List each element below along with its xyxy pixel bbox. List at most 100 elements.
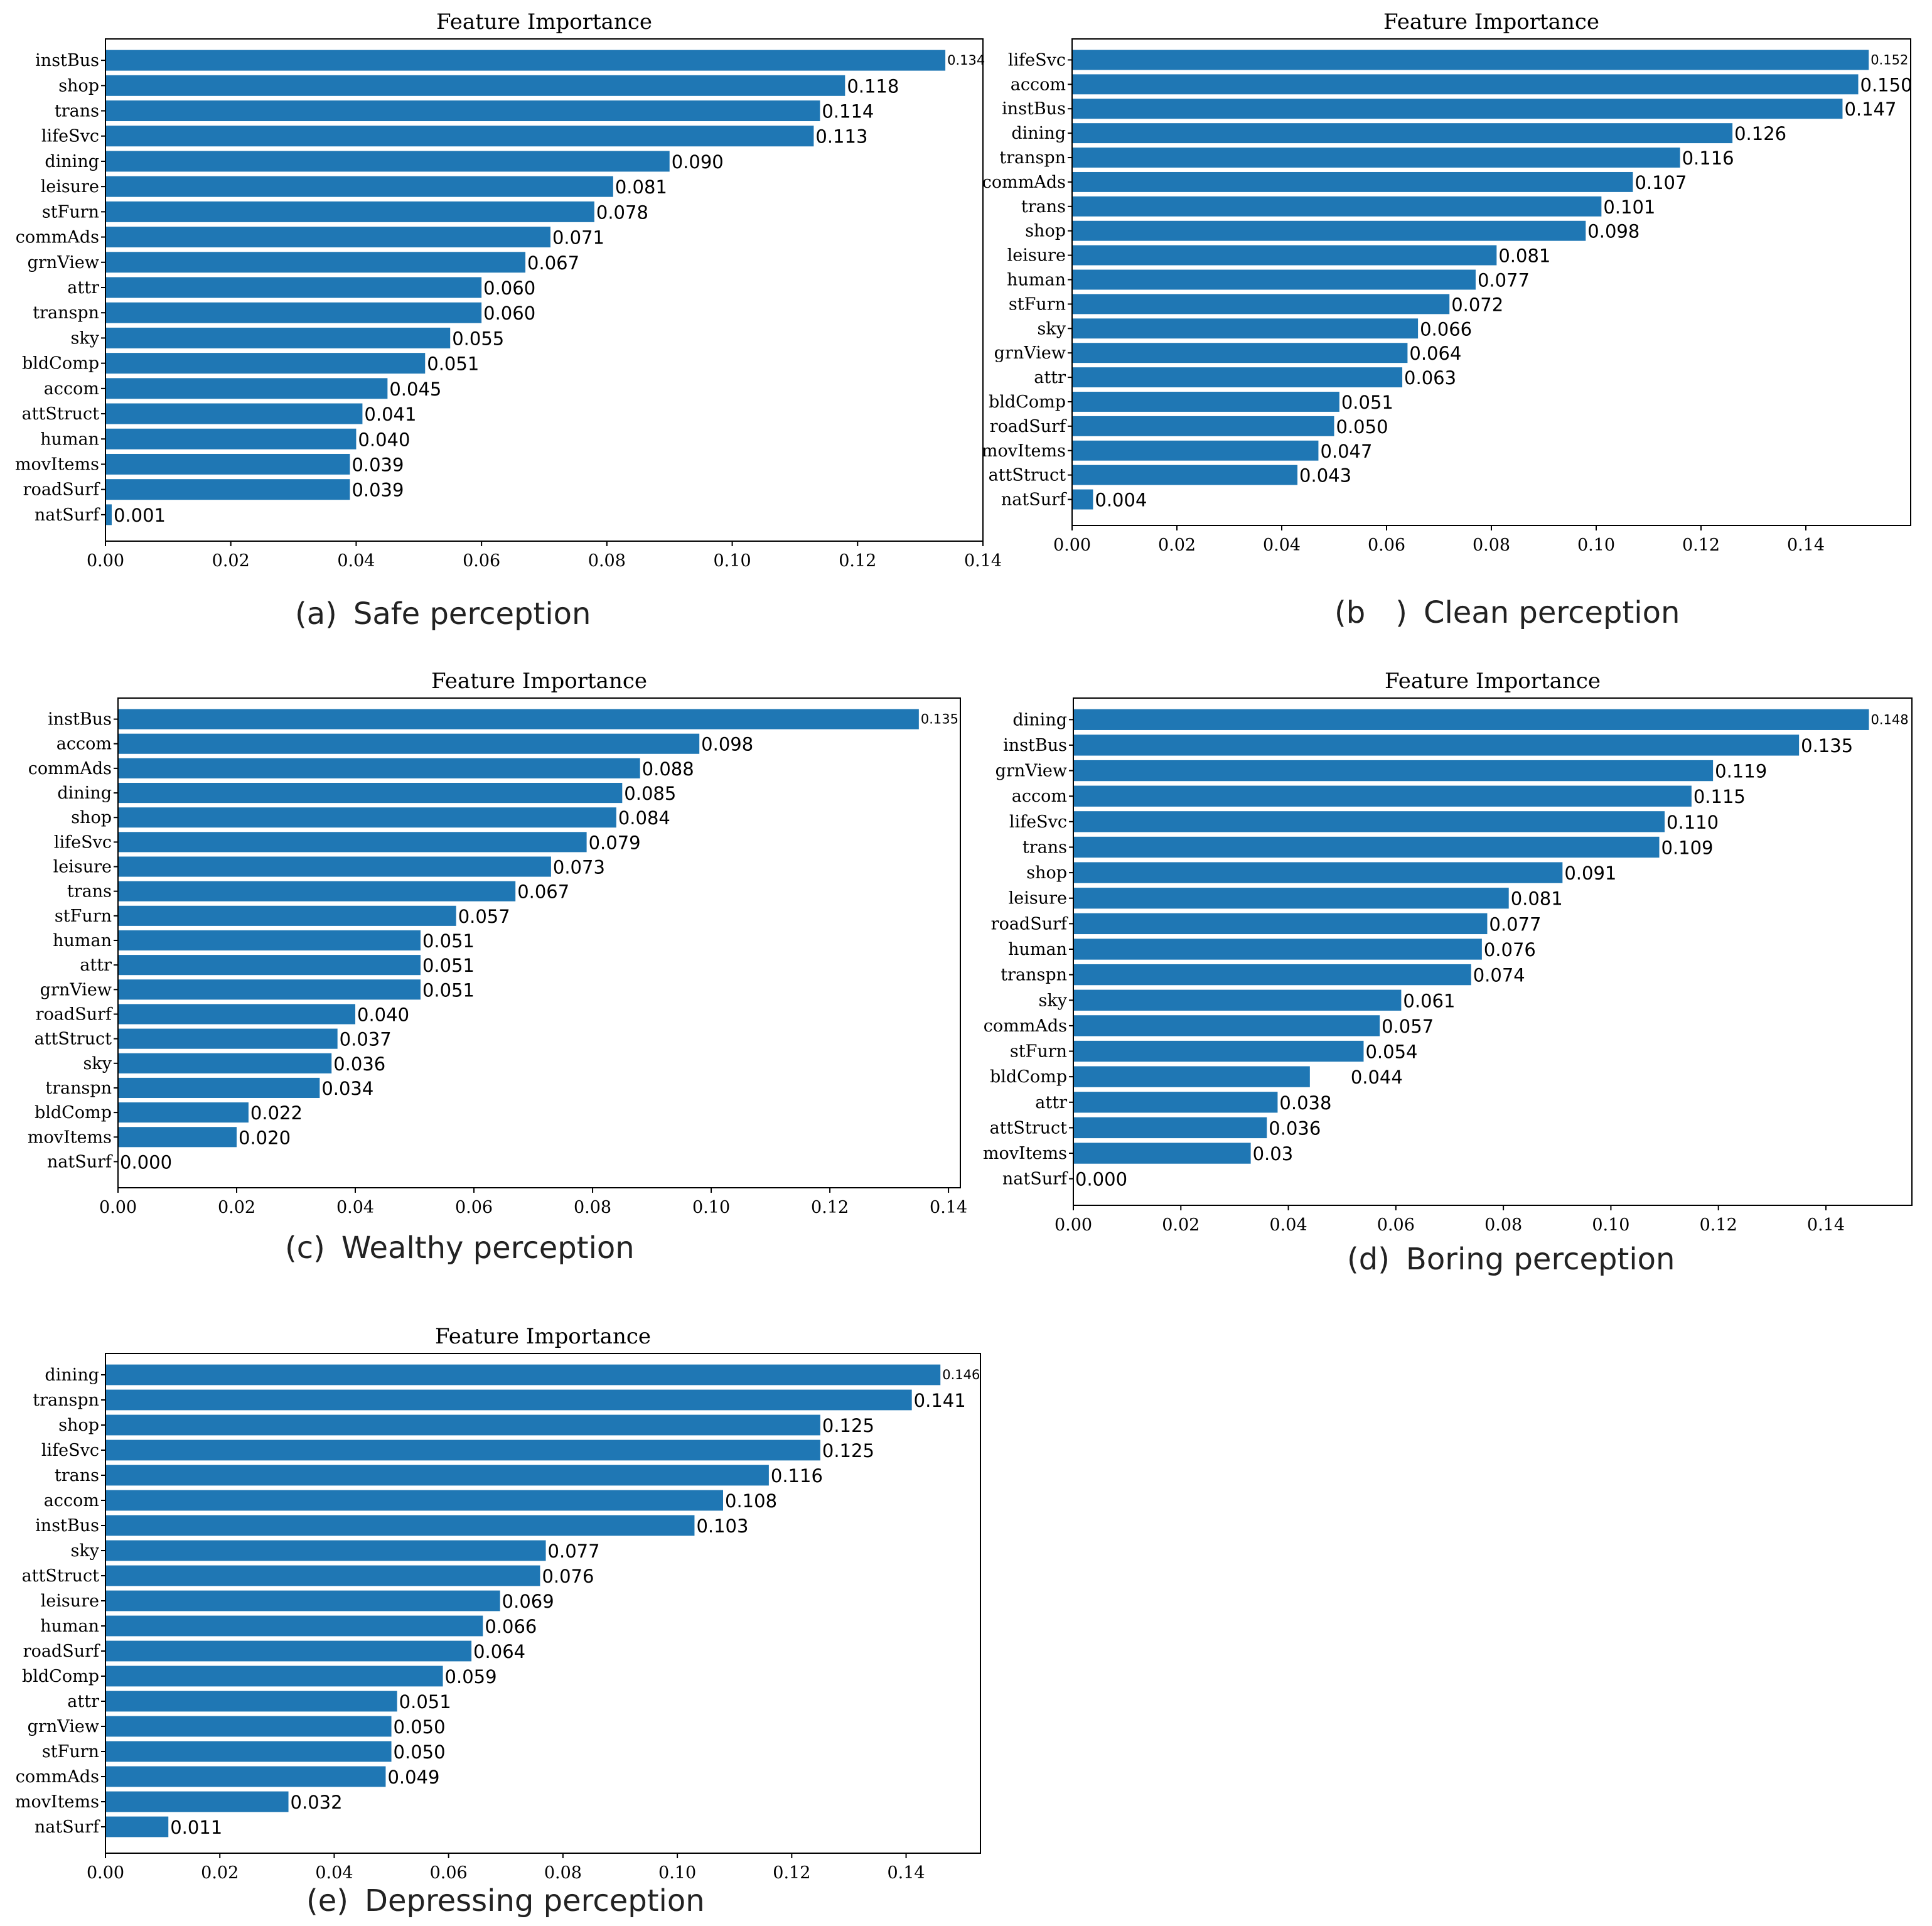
y-tick-label: commAds	[28, 759, 112, 778]
bar-trans	[1072, 196, 1602, 217]
bar-dining	[1072, 123, 1733, 144]
value-label: 0.051	[427, 353, 479, 375]
x-tick-label: 0.14	[887, 1863, 925, 1883]
y-tick-label: attr	[67, 278, 99, 298]
y-tick-label: grnView	[28, 1717, 99, 1736]
bar-sky	[1072, 318, 1419, 339]
value-label: 0.000	[1075, 1169, 1127, 1190]
y-tick-label: movItems	[15, 1792, 99, 1812]
caption-letter: (e)	[306, 1883, 348, 1918]
value-label: 0.066	[485, 1616, 537, 1637]
bar-movItems	[105, 1791, 289, 1812]
chart-boring: Feature Importance dining 0.148 instBus 0.13…	[983, 669, 1913, 1235]
bar-bldComp	[118, 1102, 249, 1123]
value-label: 0.044	[1351, 1067, 1403, 1088]
value-label: 0.081	[1511, 888, 1563, 910]
value-label: 0.055	[452, 328, 504, 349]
bar-bldComp	[105, 1665, 443, 1687]
y-tick-label: attr	[1035, 1093, 1067, 1112]
value-label: 0.004	[1095, 490, 1147, 511]
x-tick-label: 0.04	[1263, 535, 1301, 555]
bar-human	[105, 1615, 483, 1637]
x-tick-label: 0.00	[87, 551, 124, 571]
value-label: 0.041	[364, 404, 416, 425]
x-tick-label: 0.00	[1053, 535, 1091, 555]
caption-text: Depressing perception	[364, 1883, 705, 1918]
bar-roadSurf	[105, 1640, 472, 1662]
y-tick-label: stFurn	[1010, 1042, 1067, 1062]
bar-natSurf	[105, 504, 112, 525]
value-label: 0.060	[483, 303, 535, 324]
x-tick-label: 0.12	[839, 551, 876, 571]
value-label: 0.049	[387, 1767, 439, 1788]
bar-dining	[118, 782, 623, 804]
bar-trans	[118, 881, 516, 901]
value-label: 0.113	[815, 126, 867, 148]
y-tick-label: human	[1007, 271, 1066, 290]
y-tick-label: lifeSvc	[1008, 50, 1066, 70]
bar-lifeSvc	[118, 832, 587, 853]
bar-attr	[118, 955, 421, 976]
bar-movItems	[105, 453, 350, 475]
panel-depressing: Feature Importance dining 0.146 transpn 0.14…	[0, 1299, 981, 1926]
x-tick-label: 0.10	[1592, 1215, 1629, 1235]
y-tick-label: attr	[67, 1692, 99, 1711]
bar-trans	[105, 1465, 769, 1486]
y-tick-label: shop	[58, 1416, 99, 1435]
y-tick-label: human	[1008, 940, 1067, 959]
y-tick-label: instBus	[35, 51, 99, 70]
y-tick-label: instBus	[1002, 99, 1066, 119]
y-tick-label: grnView	[40, 980, 112, 999]
bar-attStruct	[105, 1565, 540, 1586]
value-label: 0.125	[822, 1415, 874, 1436]
value-label: 0.079	[589, 832, 641, 853]
bar-stFurn	[1072, 294, 1450, 315]
x-tick-label: 0.02	[212, 551, 250, 571]
value-label: 0.045	[389, 379, 441, 400]
caption-text: Safe perception	[353, 596, 591, 632]
bar-attStruct	[1072, 465, 1298, 485]
value-label: 0.101	[1603, 196, 1655, 218]
y-tick-label: trans	[1021, 197, 1066, 217]
bar-natSurf	[105, 1816, 169, 1837]
y-tick-label: natSurf	[35, 1817, 100, 1837]
y-tick-label: transpn	[1001, 966, 1067, 985]
caption-wealthy: (c) Wealthy perception	[285, 1230, 635, 1266]
value-label: 0.043	[1299, 465, 1351, 487]
bar-shop	[1073, 862, 1563, 883]
bar-attStruct	[105, 403, 363, 424]
y-tick-label: commAds	[984, 1016, 1067, 1036]
chart-depressing: Feature Importance dining 0.146 transpn 0.14…	[15, 1324, 981, 1883]
panel-wealthy: Feature Importance instBus 0.135 accom 0.098…	[0, 659, 979, 1281]
y-tick-label: attStruct	[989, 466, 1066, 485]
value-label: 0.050	[1336, 416, 1388, 438]
panel-boring: Feature Importance dining 0.148 instBus 0.13…	[979, 659, 1932, 1281]
bar-sky	[1073, 989, 1402, 1011]
bar-leisure	[118, 856, 551, 877]
bar-bldComp	[105, 353, 426, 374]
bar-bldComp	[1073, 1066, 1310, 1087]
y-tick-label: bldComp	[22, 354, 99, 374]
bar-shop	[105, 75, 845, 96]
value-label: 0.077	[1489, 913, 1541, 935]
bar-grnView	[105, 252, 526, 273]
x-tick-label: 0.00	[1055, 1215, 1092, 1235]
bar-lifeSvc	[105, 1439, 820, 1461]
y-tick-label: grnView	[994, 343, 1066, 363]
x-tick-label: 0.14	[1787, 535, 1825, 555]
bar-shop	[1072, 220, 1586, 241]
bar-stFurn	[105, 201, 594, 222]
value-label: 0.047	[1320, 441, 1372, 462]
bar-instBus	[1073, 734, 1800, 756]
value-label: 0.064	[1409, 343, 1461, 364]
value-label: 0.032	[291, 1792, 343, 1813]
caption-clean: (b ) Clean perception	[1334, 588, 1680, 632]
y-tick-label: grnView	[28, 253, 99, 272]
y-tick-label: sky	[1039, 991, 1068, 1010]
bar-transpn	[1073, 964, 1471, 986]
y-tick-label: attStruct	[22, 404, 100, 424]
bar-grnView	[118, 979, 421, 1000]
y-tick-label: dining	[57, 783, 112, 803]
value-label: 0.081	[1498, 245, 1550, 267]
bar-attr	[1072, 367, 1403, 388]
